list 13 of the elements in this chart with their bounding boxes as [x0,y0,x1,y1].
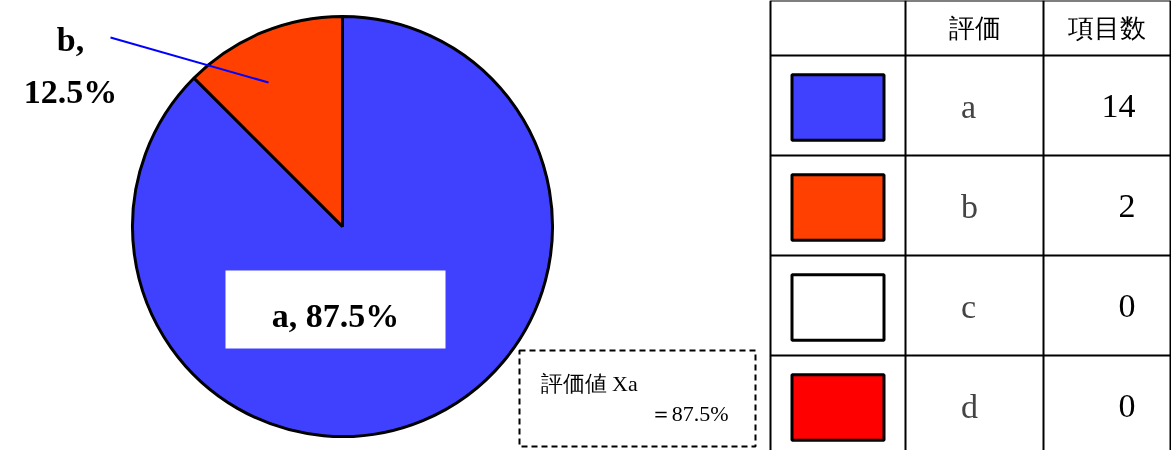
legend-label: a [961,87,978,127]
text: 0 [1118,386,1136,424]
legend-label: b [961,187,979,227]
text: 14 [1101,86,1136,124]
data-label: a, 87.5% [271,297,400,334]
text: 0 [1118,286,1136,324]
legend-title: 評価 [948,14,1001,43]
data-label: b, 12.5% [23,21,118,110]
text: 評価値 Xa ＝87.5% [540,371,729,426]
text: 項目数 [1067,14,1146,43]
legend-label: d [961,387,979,427]
text: 2 [1118,186,1136,224]
legend-label: c [961,287,978,327]
